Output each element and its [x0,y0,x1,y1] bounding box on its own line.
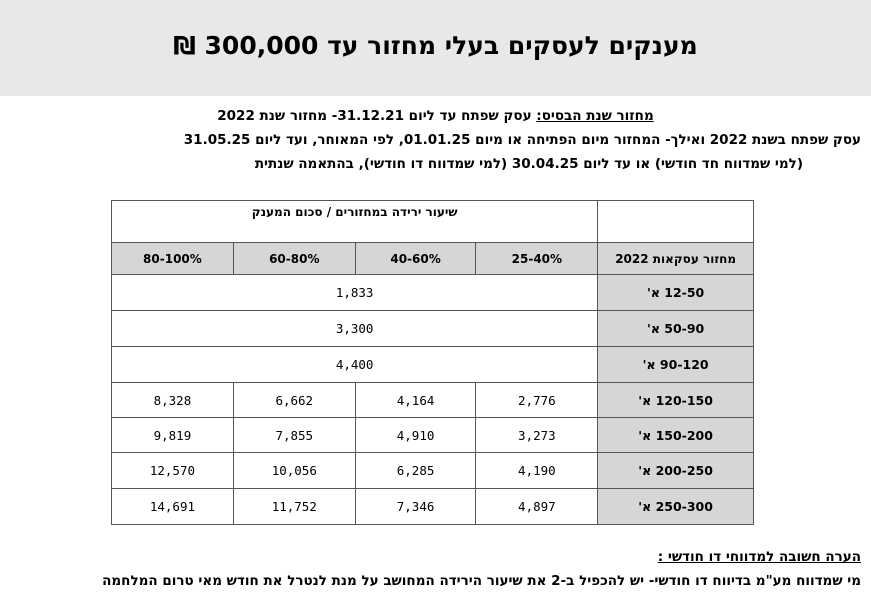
table-caption: שיעור ירידה במחזורים / סכום המענק [110,200,599,243]
grants-table: שיעור ירידה במחזורים / סכום המענק מחזור … [110,200,754,525]
grant-value: 4,190 [475,452,599,489]
title-banner [0,0,871,96]
important-note: הערה חשובה למדווחי דו חודשי : מי שמדווח … [10,545,861,593]
table-row: 120-150 א' 2,776 4,164 6,662 8,328 [111,382,754,418]
table-row: 150-200 א' 3,273 4,910 7,855 9,819 [111,417,754,453]
table-row: 250-300 א' 4,897 7,346 11,752 14,691 [111,488,754,525]
table-row: 12-50 א' 1,833 [110,274,754,311]
flat-grant-value: 3,300 [110,310,599,347]
table-header-row: מחזור עסקאות 2022 25-40% 40-60% 60-80% 8… [111,242,754,275]
grant-value: 4,897 [475,488,599,525]
column-header: 40-60% [354,242,477,275]
table-row: 50-90 א' 3,300 [110,310,754,347]
row-label: 90-120 א' [597,346,754,383]
note-text: מי שמדווח מע"מ בדיווח דו חודשי- יש להכפי… [102,573,861,589]
flat-grant-value: 1,833 [110,274,599,311]
grant-value: 4,910 [354,417,477,453]
page-title: מענקים לעסקים בעלי מחזור עד 300,000 ₪ [173,31,698,60]
column-header: 60-80% [232,242,356,275]
grant-value: 8,328 [111,382,234,418]
grant-value: 6,662 [232,382,356,418]
grant-value: 4,164 [354,382,477,418]
row-label: 150-200 א' [597,417,754,453]
grant-value: 9,819 [111,417,234,453]
basis-description: מחזור שנת הבסיס: עסק שפתח עד ליום 31.12.… [10,104,861,176]
grant-value: 7,346 [354,488,477,525]
flat-grant-value: 4,400 [110,346,599,383]
basis-label: מחזור שנת הבסיס: [536,108,654,124]
grant-value: 10,056 [232,452,356,489]
basis-line-3: (למי שמדווח חד חודשי) או עד ליום 30.04.2… [254,156,803,172]
grant-value: 6,285 [354,452,477,489]
corner-cell [597,200,754,243]
table-row: 200-250 א' 4,190 6,285 10,056 12,570 [111,452,754,489]
grant-value: 11,752 [232,488,356,525]
table-caption-row: שיעור ירידה במחזורים / סכום המענק [110,200,754,243]
row-label: 120-150 א' [597,382,754,418]
row-label: 50-90 א' [597,310,754,347]
basis-line-1-text: עסק שפתח עד ליום 31.12.21- מחזור שנת 202… [217,108,537,124]
note-title: הערה חשובה למדווחי דו חודשי : [657,549,861,565]
grant-value: 3,273 [475,417,599,453]
column-header: 25-40% [475,242,599,275]
grant-value: 12,570 [111,452,234,489]
grant-value: 2,776 [475,382,599,418]
basis-line-2: עסק שפתח בשנת 2022 ואילך- המחזור מיום הפ… [183,132,861,148]
column-header: 80-100% [111,242,234,275]
grant-value: 7,855 [232,417,356,453]
row-label: 12-50 א' [597,274,754,311]
row-label: 200-250 א' [597,452,754,489]
basis-line-1: מחזור שנת הבסיס: עסק שפתח עד ליום 31.12.… [10,104,861,128]
row-label: 250-300 א' [597,488,754,525]
table-row: 90-120 א' 4,400 [110,346,754,383]
grant-value: 14,691 [111,488,234,525]
row-header: מחזור עסקאות 2022 [597,242,754,275]
